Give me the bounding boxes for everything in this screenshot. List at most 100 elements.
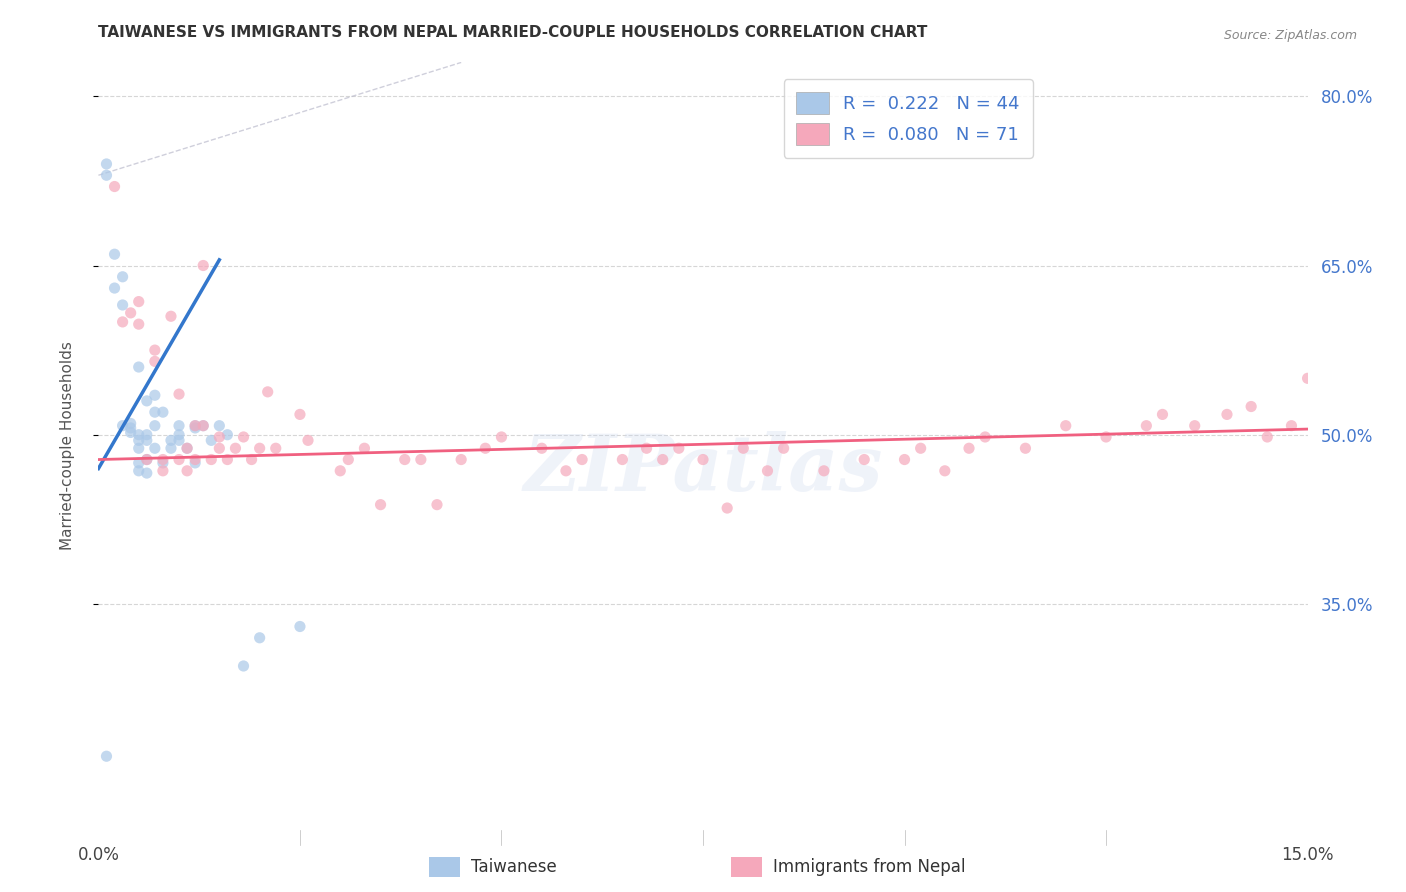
Point <box>651 452 673 467</box>
Point <box>143 418 166 433</box>
Point <box>103 179 125 194</box>
Point <box>217 427 239 442</box>
Point <box>1184 418 1206 433</box>
Point <box>167 434 190 448</box>
Point <box>450 452 472 467</box>
Point <box>152 464 174 478</box>
Point <box>143 354 166 368</box>
Point <box>176 464 198 478</box>
Point <box>636 442 658 456</box>
Point <box>135 466 157 480</box>
Point <box>128 359 150 374</box>
Point <box>249 442 271 456</box>
Point <box>337 452 360 467</box>
Point <box>288 408 311 422</box>
Point <box>120 421 142 435</box>
Point <box>668 442 690 456</box>
Point <box>555 464 578 478</box>
Point <box>232 430 254 444</box>
Point <box>152 405 174 419</box>
Point <box>135 393 157 408</box>
Point <box>208 430 231 444</box>
Point <box>893 452 915 467</box>
Y-axis label: Married-couple Households: Married-couple Households <box>60 342 75 550</box>
Point <box>370 498 392 512</box>
Point <box>96 749 118 764</box>
Point <box>128 294 150 309</box>
Point <box>733 442 755 456</box>
Point <box>474 442 496 456</box>
Point <box>135 434 157 448</box>
Point <box>193 418 215 433</box>
Point <box>152 456 174 470</box>
Point <box>200 434 222 448</box>
Point <box>143 405 166 419</box>
Point <box>103 281 125 295</box>
Point <box>491 430 513 444</box>
Point <box>128 442 150 456</box>
Point <box>184 456 207 470</box>
Point <box>167 427 190 442</box>
Point <box>756 464 779 478</box>
Point <box>176 442 198 456</box>
Point <box>1296 371 1319 385</box>
Legend: R =  0.222   N = 44, R =  0.080   N = 71: R = 0.222 N = 44, R = 0.080 N = 71 <box>783 79 1032 158</box>
Point <box>135 452 157 467</box>
Point <box>1135 418 1157 433</box>
Point <box>329 464 352 478</box>
Point <box>249 631 271 645</box>
Point <box>193 259 215 273</box>
Point <box>813 464 835 478</box>
Point <box>167 418 190 433</box>
Text: TAIWANESE VS IMMIGRANTS FROM NEPAL MARRIED-COUPLE HOUSEHOLDS CORRELATION CHART: TAIWANESE VS IMMIGRANTS FROM NEPAL MARRI… <box>98 26 928 40</box>
Point <box>143 388 166 402</box>
Point <box>264 442 287 456</box>
Point <box>96 157 118 171</box>
Point <box>1095 430 1118 444</box>
Point <box>288 619 311 633</box>
Point <box>135 427 157 442</box>
Point <box>160 442 183 456</box>
Text: ZIPatlas: ZIPatlas <box>523 431 883 508</box>
Point <box>167 452 190 467</box>
Point <box>957 442 980 456</box>
Point <box>256 384 278 399</box>
Point <box>208 442 231 456</box>
Point <box>217 452 239 467</box>
Point <box>1281 418 1303 433</box>
Point <box>232 659 254 673</box>
Point <box>1216 408 1239 422</box>
Point <box>160 310 183 324</box>
Point <box>1054 418 1077 433</box>
Point <box>120 306 142 320</box>
Point <box>152 452 174 467</box>
Point <box>612 452 634 467</box>
Point <box>111 418 134 433</box>
Point <box>160 434 183 448</box>
Point <box>208 418 231 433</box>
Text: Taiwanese: Taiwanese <box>471 858 557 876</box>
Point <box>184 418 207 433</box>
Point <box>184 452 207 467</box>
Point <box>394 452 416 467</box>
Point <box>426 498 449 512</box>
Point <box>128 434 150 448</box>
Point <box>571 452 593 467</box>
Point <box>692 452 714 467</box>
Point <box>530 442 553 456</box>
Point <box>103 247 125 261</box>
Point <box>240 452 263 467</box>
Point <box>297 434 319 448</box>
Point <box>1014 442 1036 456</box>
Point <box>716 501 738 516</box>
Point <box>1256 430 1278 444</box>
Text: Source: ZipAtlas.com: Source: ZipAtlas.com <box>1223 29 1357 43</box>
Point <box>128 456 150 470</box>
Point <box>167 387 190 401</box>
Point <box>143 343 166 357</box>
Point <box>120 425 142 440</box>
Point <box>974 430 997 444</box>
Point <box>135 452 157 467</box>
Text: Immigrants from Nepal: Immigrants from Nepal <box>773 858 966 876</box>
Point <box>128 427 150 442</box>
